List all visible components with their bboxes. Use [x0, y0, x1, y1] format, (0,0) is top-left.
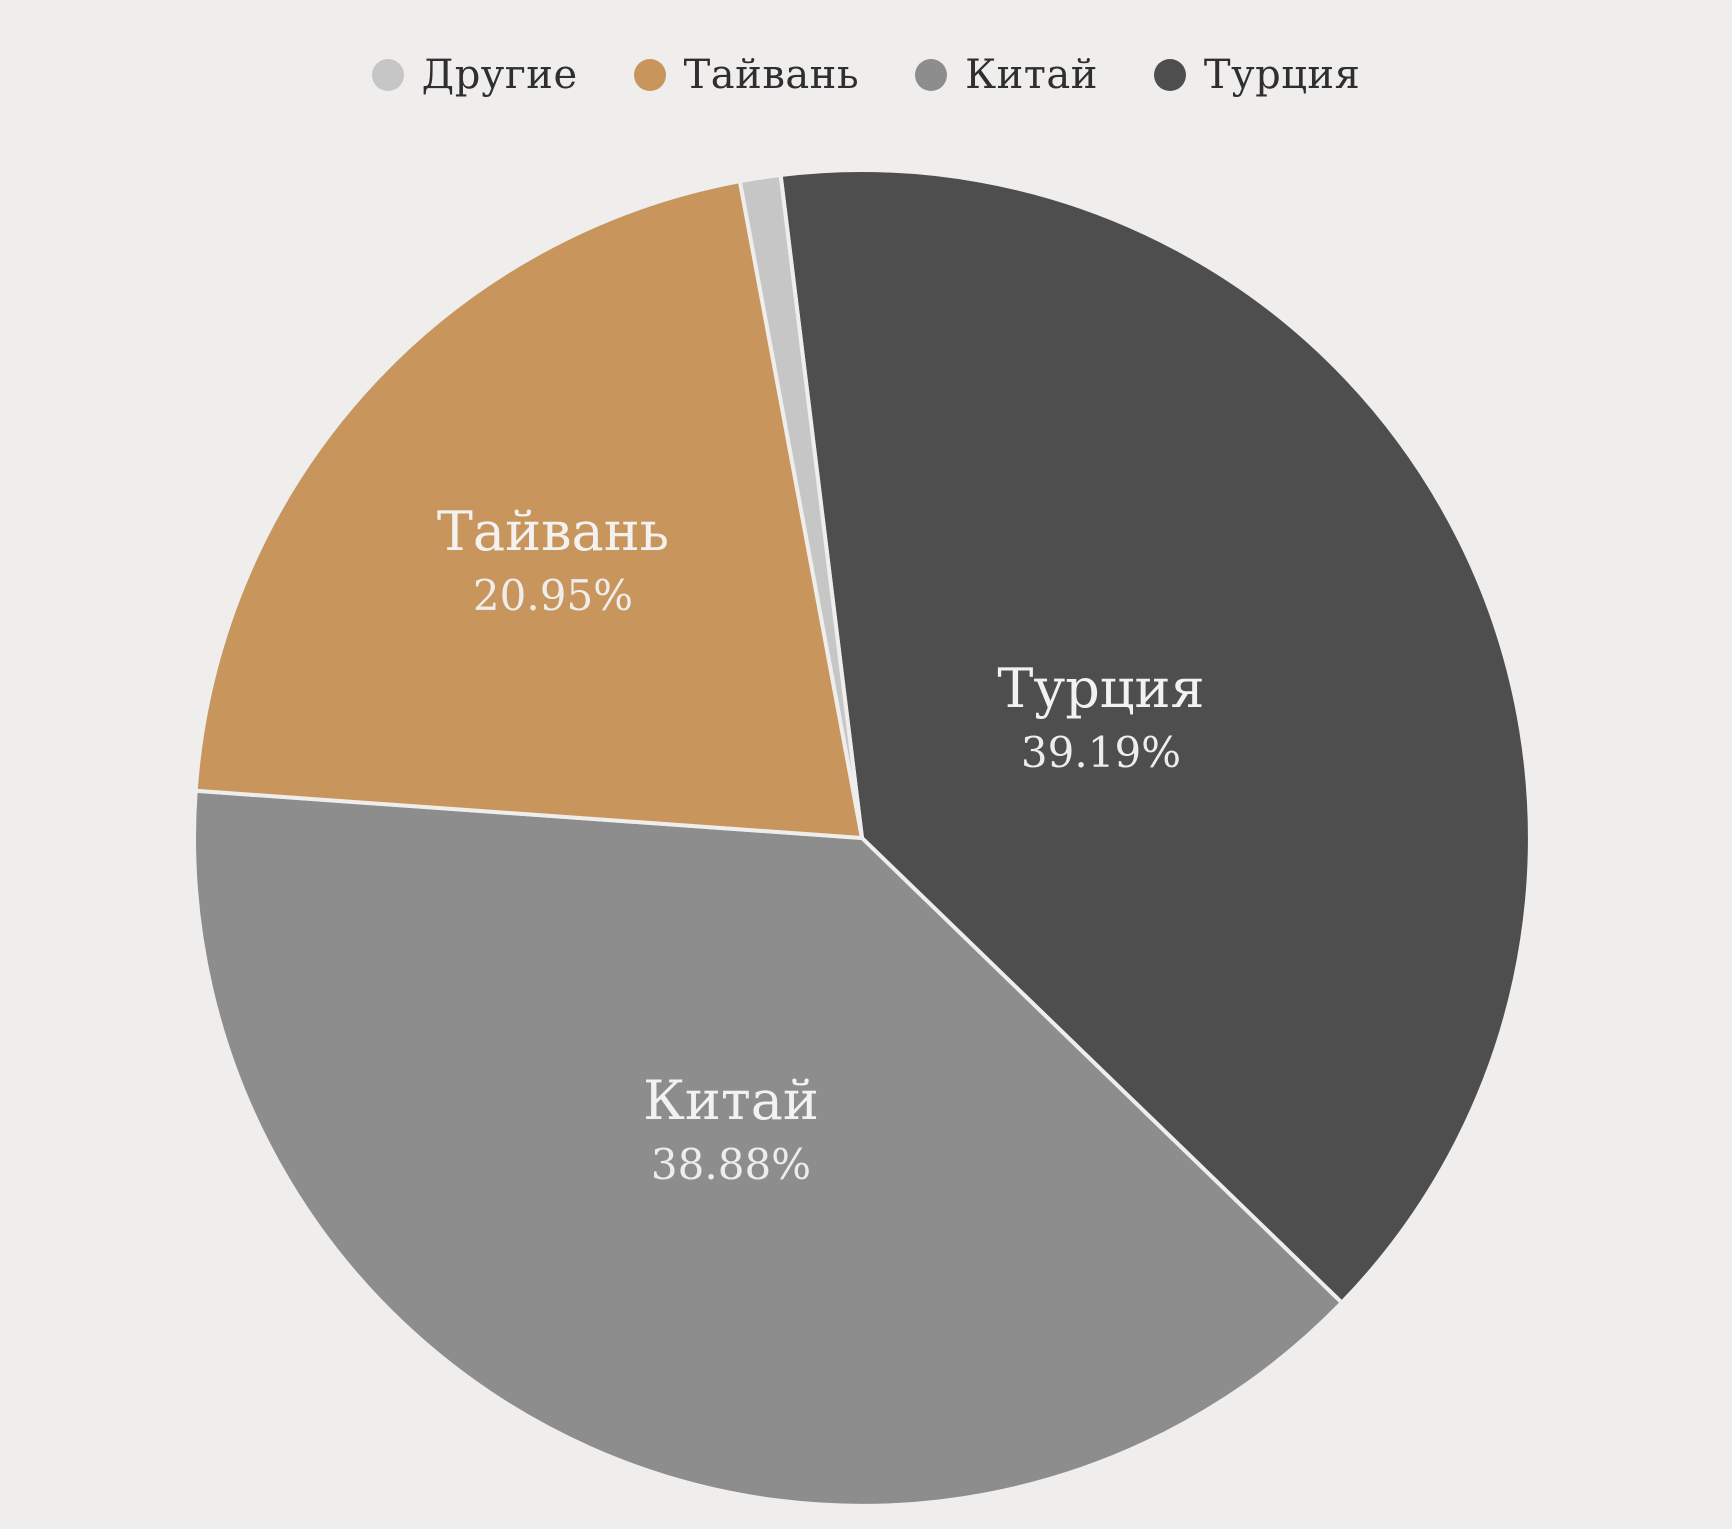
chart-legend: Другие Тайвань Китай Турция: [0, 52, 1732, 98]
legend-item-1[interactable]: Тайвань: [633, 52, 860, 98]
slice-percentage: 38.88%: [651, 1140, 811, 1189]
legend-item-label: Китай: [965, 52, 1098, 98]
slice-label: Китай: [643, 1069, 819, 1132]
legend-item-label: Тайвань: [683, 52, 860, 98]
slice-percentage: 39.19%: [1021, 728, 1181, 777]
pie-slice-Тайвань[interactable]: [193, 179, 864, 840]
legend-item-0[interactable]: Другие: [371, 52, 578, 98]
legend-item-3[interactable]: Турция: [1153, 52, 1361, 98]
legend-dot-icon: [633, 59, 666, 91]
slice-label: Турция: [997, 657, 1204, 720]
legend-dot-icon: [371, 59, 404, 91]
slice-label: Тайвань: [437, 500, 669, 563]
legend-item-label: Турция: [1203, 52, 1361, 98]
legend-item-label: Другие: [421, 52, 578, 98]
legend-dot-icon: [915, 59, 948, 91]
legend-item-2[interactable]: Китай: [915, 52, 1098, 98]
pie-slice-Китай[interactable]: [192, 788, 1344, 1508]
legend-dot-icon: [1153, 59, 1186, 91]
pie-slice-Турция[interactable]: [778, 168, 1532, 1305]
slice-percentage: 20.95%: [473, 571, 633, 620]
pie-slice-Другие[interactable]: [737, 173, 864, 840]
